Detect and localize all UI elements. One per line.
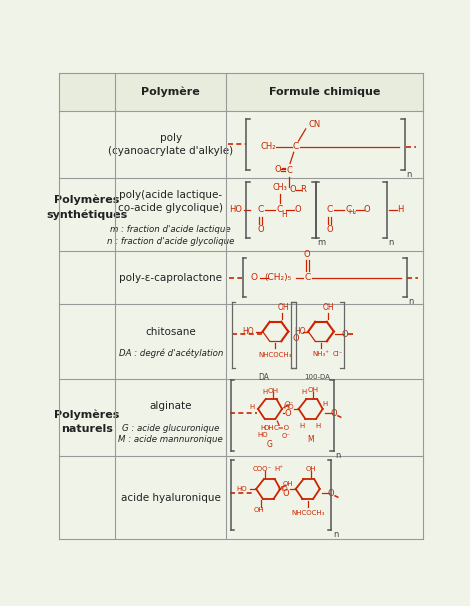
Text: COO⁻: COO⁻ bbox=[253, 466, 272, 472]
Text: CH₃: CH₃ bbox=[273, 183, 287, 192]
Text: DA: DA bbox=[258, 373, 269, 382]
Text: OH: OH bbox=[308, 387, 319, 393]
Text: HO: HO bbox=[242, 327, 253, 336]
Text: OH: OH bbox=[323, 304, 335, 312]
Text: H₂: H₂ bbox=[348, 209, 356, 215]
Text: HO: HO bbox=[284, 404, 294, 410]
Text: n: n bbox=[333, 530, 338, 539]
Text: G: G bbox=[267, 440, 273, 449]
Text: CN: CN bbox=[308, 120, 321, 129]
Text: C: C bbox=[277, 205, 283, 215]
Text: O: O bbox=[294, 205, 301, 215]
Text: O: O bbox=[330, 408, 337, 418]
Text: G : acide glucuronique
M : acide mannuronique: G : acide glucuronique M : acide mannuro… bbox=[118, 424, 223, 444]
Text: NH₃⁺: NH₃⁺ bbox=[313, 351, 329, 358]
Text: O: O bbox=[304, 250, 311, 259]
Text: H: H bbox=[302, 388, 307, 395]
Text: (CH₂)₅: (CH₂)₅ bbox=[265, 273, 292, 282]
Text: DA : degré d'acétylation: DA : degré d'acétylation bbox=[118, 348, 223, 358]
Text: n: n bbox=[335, 451, 340, 461]
Text: Polymère: Polymère bbox=[141, 87, 200, 97]
Text: m: m bbox=[317, 238, 325, 247]
Text: O⁻: O⁻ bbox=[285, 401, 294, 407]
Text: O: O bbox=[282, 488, 289, 498]
Text: O: O bbox=[284, 408, 291, 418]
Text: R: R bbox=[301, 185, 306, 194]
Text: HO: HO bbox=[278, 486, 289, 492]
Text: poly-ε-caprolactone: poly-ε-caprolactone bbox=[119, 273, 222, 282]
Text: M: M bbox=[307, 435, 314, 444]
Text: poly
(cyanoacrylate d'alkyle): poly (cyanoacrylate d'alkyle) bbox=[108, 133, 233, 156]
Text: NHCOCH₃: NHCOCH₃ bbox=[259, 352, 292, 358]
Text: H: H bbox=[315, 423, 321, 428]
Text: O: O bbox=[292, 334, 299, 343]
Text: Polymères
synthétiques: Polymères synthétiques bbox=[47, 195, 127, 220]
Text: Formule chimique: Formule chimique bbox=[269, 87, 380, 97]
Text: CH₂: CH₂ bbox=[260, 142, 276, 151]
Text: OH: OH bbox=[264, 425, 274, 431]
Text: chitosane: chitosane bbox=[145, 327, 196, 337]
Text: O: O bbox=[251, 273, 258, 282]
Text: OH: OH bbox=[306, 466, 317, 472]
Text: O: O bbox=[328, 488, 334, 498]
Bar bbox=[59, 73, 423, 456]
Text: H: H bbox=[249, 404, 254, 410]
Text: O: O bbox=[258, 225, 264, 235]
Text: Polymères
naturels: Polymères naturels bbox=[55, 409, 120, 434]
Text: O⁻: O⁻ bbox=[282, 433, 291, 439]
Text: C: C bbox=[326, 205, 332, 215]
Text: O: O bbox=[364, 205, 370, 215]
Text: O: O bbox=[326, 225, 333, 235]
Bar bbox=[59, 73, 423, 111]
Text: HO: HO bbox=[229, 205, 242, 215]
Text: C: C bbox=[304, 273, 310, 282]
Text: OH: OH bbox=[254, 507, 265, 513]
Text: H: H bbox=[322, 401, 327, 407]
Text: H: H bbox=[397, 205, 404, 215]
Text: m : fraction d'acide lactique
n : fraction d'acide glycolique: m : fraction d'acide lactique n : fracti… bbox=[107, 225, 235, 245]
Text: C: C bbox=[292, 142, 298, 151]
Text: Cl⁻: Cl⁻ bbox=[332, 351, 343, 358]
Text: HO: HO bbox=[236, 486, 247, 492]
Text: H: H bbox=[262, 388, 267, 395]
Text: C: C bbox=[286, 167, 292, 176]
Text: OH: OH bbox=[282, 481, 293, 487]
Text: acide hyaluronique: acide hyaluronique bbox=[121, 493, 221, 503]
Text: n: n bbox=[388, 238, 393, 247]
Text: C: C bbox=[258, 205, 264, 215]
Text: O: O bbox=[290, 185, 296, 194]
Text: NHCOCH₃: NHCOCH₃ bbox=[291, 510, 324, 516]
Text: H⁺: H⁺ bbox=[274, 466, 283, 472]
Text: n: n bbox=[406, 170, 412, 179]
Text: O: O bbox=[341, 330, 348, 339]
Text: H: H bbox=[260, 425, 266, 431]
Text: C: C bbox=[345, 205, 352, 215]
Text: poly(acide lactique-
co-acide glycolique): poly(acide lactique- co-acide glycolique… bbox=[118, 190, 223, 213]
Text: C=O: C=O bbox=[274, 425, 290, 431]
Text: O: O bbox=[275, 165, 282, 173]
Text: alginate: alginate bbox=[149, 401, 192, 411]
Text: H: H bbox=[282, 210, 288, 219]
Text: H: H bbox=[299, 423, 304, 428]
Text: HO: HO bbox=[295, 327, 306, 336]
Text: 100-DA: 100-DA bbox=[305, 375, 330, 381]
Text: OH: OH bbox=[277, 304, 289, 312]
Text: n: n bbox=[408, 297, 414, 306]
Text: OH: OH bbox=[268, 388, 279, 394]
Text: HO: HO bbox=[258, 432, 268, 438]
